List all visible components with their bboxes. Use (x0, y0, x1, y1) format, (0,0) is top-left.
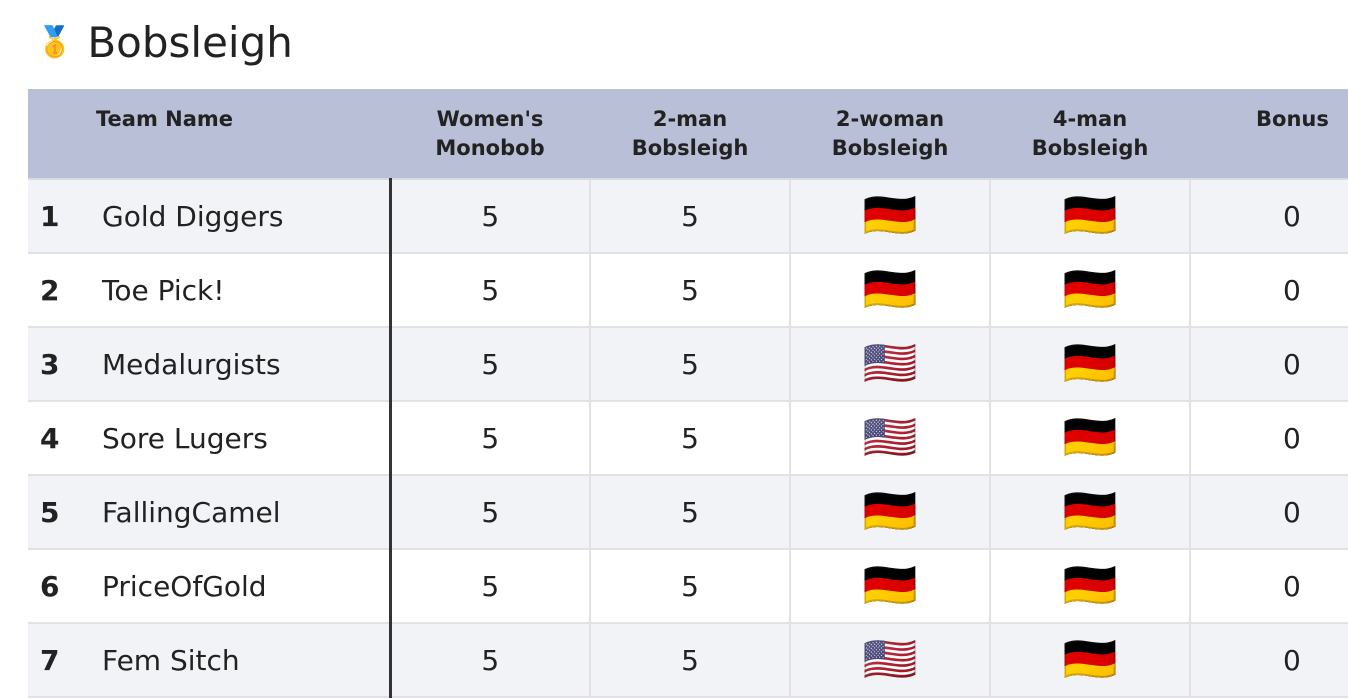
title-text: Bobsleigh (87, 18, 293, 67)
rank-cell: 6 (28, 549, 98, 624)
bonus-cell: 0 (1190, 401, 1348, 476)
two-man-cell: 5 (590, 623, 792, 698)
germany-flag-icon: 🇩🇪 (1062, 338, 1118, 389)
two-woman-cell: 🇺🇸 (790, 401, 992, 476)
two-woman-cell: 🇺🇸 (790, 327, 992, 402)
rank-cell: 2 (28, 253, 98, 328)
two-man-cell: 5 (590, 401, 792, 476)
two-woman-cell: 🇩🇪 (790, 549, 992, 624)
team-name-cell: Gold Diggers (98, 179, 392, 254)
table-row: 6 PriceOfGold 5 5 🇩🇪 🇩🇪 0 (28, 549, 1348, 624)
two-man-cell: 5 (590, 475, 792, 550)
four-man-cell: 🇩🇪 (990, 475, 1192, 550)
two-woman-cell: 🇩🇪 (790, 475, 992, 550)
table-row: 5 FallingCamel 5 5 🇩🇪 🇩🇪 0 (28, 475, 1348, 550)
monobob-cell: 5 (390, 179, 592, 254)
germany-flag-icon: 🇩🇪 (1062, 560, 1118, 611)
header-womens-monobob[interactable]: Women's Monobob (390, 89, 591, 180)
rank-cell: 4 (28, 401, 98, 476)
bonus-cell: 0 (1190, 475, 1348, 550)
germany-flag-icon: 🇩🇪 (1062, 486, 1118, 537)
header-team-name[interactable]: Team Name (28, 89, 391, 180)
rank-cell: 7 (28, 623, 98, 698)
bonus-cell: 0 (1190, 327, 1348, 402)
header-4-man[interactable]: 4-man Bobsleigh (990, 89, 1191, 180)
rank-cell: 3 (28, 327, 98, 402)
monobob-cell: 5 (390, 475, 592, 550)
bonus-cell: 0 (1190, 179, 1348, 254)
monobob-cell: 5 (390, 401, 592, 476)
table-row: 1 Gold Diggers 5 5 🇩🇪 🇩🇪 0 (28, 179, 1348, 254)
standings-table: Team Name Women's Monobob 2-man Bobsleig… (28, 89, 1348, 698)
two-woman-cell: 🇩🇪 (790, 179, 992, 254)
two-man-cell: 5 (590, 253, 792, 328)
header-bonus[interactable]: Bonus (1190, 89, 1348, 180)
four-man-cell: 🇩🇪 (990, 623, 1192, 698)
team-name-cell: Fem Sitch (98, 623, 392, 698)
usa-flag-icon: 🇺🇸 (862, 634, 918, 685)
germany-flag-icon: 🇩🇪 (862, 190, 918, 241)
table-row: 4 Sore Lugers 5 5 🇺🇸 🇩🇪 0 (28, 401, 1348, 476)
monobob-cell: 5 (390, 253, 592, 328)
two-man-cell: 5 (590, 327, 792, 402)
two-woman-cell: 🇺🇸 (790, 623, 992, 698)
bonus-cell: 0 (1190, 253, 1348, 328)
two-man-cell: 5 (590, 179, 792, 254)
germany-flag-icon: 🇩🇪 (1062, 190, 1118, 241)
monobob-cell: 5 (390, 327, 592, 402)
usa-flag-icon: 🇺🇸 (862, 412, 918, 463)
monobob-cell: 5 (390, 623, 592, 698)
germany-flag-icon: 🇩🇪 (1062, 634, 1118, 685)
table-row: 3 Medalurgists 5 5 🇺🇸 🇩🇪 0 (28, 327, 1348, 402)
team-name-cell: Sore Lugers (98, 401, 392, 476)
team-name-cell: PriceOfGold (98, 549, 392, 624)
team-name-cell: Toe Pick! (98, 253, 392, 328)
page-title: 🥇 Bobsleigh (36, 18, 293, 67)
four-man-cell: 🇩🇪 (990, 253, 1192, 328)
germany-flag-icon: 🇩🇪 (1062, 264, 1118, 315)
team-name-cell: FallingCamel (98, 475, 392, 550)
bonus-cell: 0 (1190, 549, 1348, 624)
usa-flag-icon: 🇺🇸 (862, 338, 918, 389)
germany-flag-icon: 🇩🇪 (862, 486, 918, 537)
medal-icon: 🥇 (36, 25, 74, 60)
rank-cell: 5 (28, 475, 98, 550)
two-man-cell: 5 (590, 549, 792, 624)
header-2-woman[interactable]: 2-woman Bobsleigh (790, 89, 991, 180)
four-man-cell: 🇩🇪 (990, 549, 1192, 624)
germany-flag-icon: 🇩🇪 (862, 264, 918, 315)
four-man-cell: 🇩🇪 (990, 327, 1192, 402)
germany-flag-icon: 🇩🇪 (862, 560, 918, 611)
table-row: 7 Fem Sitch 5 5 🇺🇸 🇩🇪 0 (28, 623, 1348, 698)
table-row: 2 Toe Pick! 5 5 🇩🇪 🇩🇪 0 (28, 253, 1348, 328)
team-name-cell: Medalurgists (98, 327, 392, 402)
monobob-cell: 5 (390, 549, 592, 624)
germany-flag-icon: 🇩🇪 (1062, 412, 1118, 463)
rank-cell: 1 (28, 179, 98, 254)
bonus-cell: 0 (1190, 623, 1348, 698)
four-man-cell: 🇩🇪 (990, 179, 1192, 254)
header-2-man[interactable]: 2-man Bobsleigh (590, 89, 791, 180)
two-woman-cell: 🇩🇪 (790, 253, 992, 328)
four-man-cell: 🇩🇪 (990, 401, 1192, 476)
